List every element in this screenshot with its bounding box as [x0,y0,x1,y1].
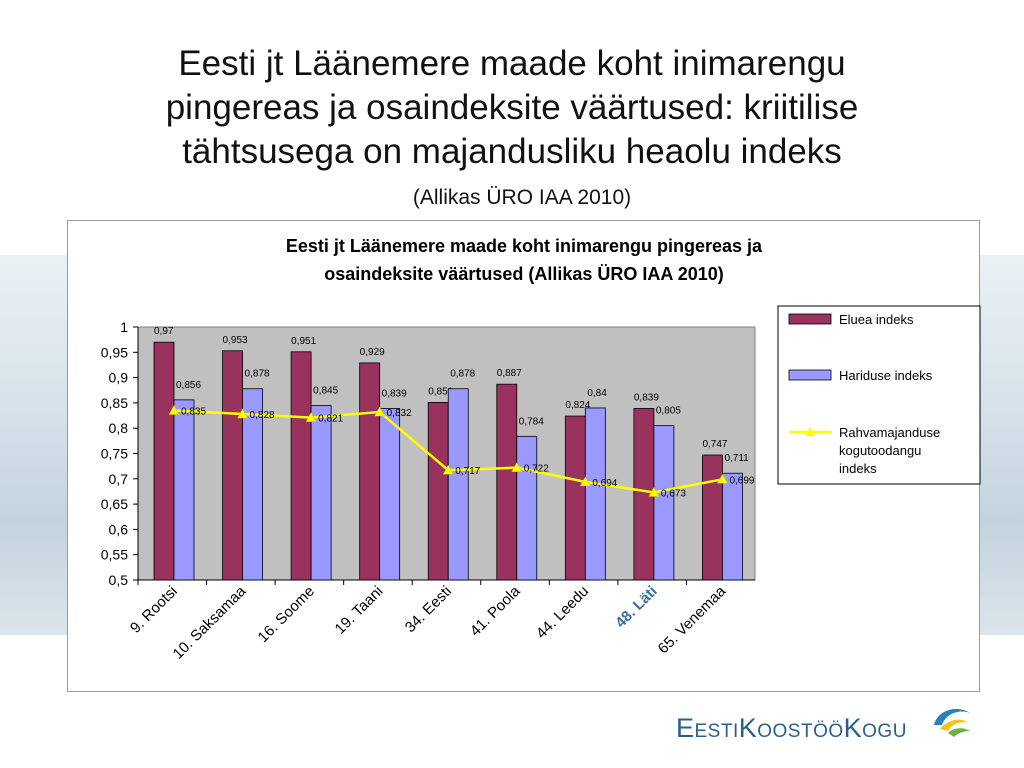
legend-label: Rahvamajanduse [839,425,940,440]
slide-title: Eesti jt Läänemere maade koht inimarengu… [0,42,1024,174]
chart-frame: Eesti jt Läänemere maade koht inimarengu… [67,220,981,692]
bar-data-label: 0,851 [428,386,453,397]
logo-text: EestiKoostööKogu [676,713,907,743]
chart-title-line: Eesti jt Läänemere maade koht inimarengu… [286,236,763,256]
line-marker [374,406,386,417]
bar-data-label: 0,824 [565,400,590,411]
x-category-label: 34. Eesti [402,583,455,636]
bar-eluea [702,454,723,581]
legend-label: Eluea indeks [839,312,914,327]
bar-hariduse [722,472,743,581]
legend-swatch [788,369,832,381]
bar-data-label: 0,887 [497,368,522,379]
bar-data-label: 0,856 [176,380,201,391]
bar-data-label: 0,711 [724,453,749,464]
slide-subtitle: (Allikas ÜRO IAA 2010) [412,186,632,209]
chart-title-line: osaindeksite väärtused (Allikas ÜRO IAA … [324,264,724,284]
line-data-label: 0,832 [387,408,412,419]
bar-hariduse [379,408,401,581]
line-marker [305,412,317,422]
bar-data-label: 0,951 [291,336,316,347]
x-category-label: 16. Soome [255,583,318,646]
chart-svg: Eesti jt Läänemere maade koht inimarengu… [101,236,981,663]
legend-label: Hariduse indeks [839,368,933,383]
line-data-label: 0,699 [729,475,754,486]
bar-eluea [153,341,175,581]
swirl-logo-icon [934,709,970,737]
bar-eluea [290,351,312,581]
bar-hariduse [584,407,606,581]
bar-hariduse [516,435,538,581]
line-marker [648,486,660,497]
y-tick-label: 0,75 [101,446,128,462]
line-marker [442,464,454,475]
bar-data-label: 0,839 [382,388,407,399]
bar-hariduse [447,388,469,581]
line-data-label: 0,722 [524,464,549,475]
y-tick-label: 0,7 [109,471,129,487]
bar-eluea [427,401,449,581]
legend-box [777,305,981,485]
bar-data-label: 0,84 [587,388,607,399]
line-marker [168,404,180,415]
line-data-label: 0,673 [661,488,686,499]
legend-label: kogutoodangu [839,443,921,458]
bar-eluea [564,415,586,581]
bar-eluea [222,350,243,581]
bar-data-label: 0,929 [360,347,385,358]
y-tick-label: 0,8 [109,420,129,436]
x-category-label: 65. Venemaa [655,582,730,657]
bar-data-label: 0,747 [702,439,727,450]
organization-logo: EestiKoostööKogu [676,703,976,748]
bar-data-label: 0,839 [634,392,659,403]
bar-hariduse [310,405,332,581]
line-data-label: 0,717 [455,466,480,477]
y-tick-label: 0,9 [109,370,129,386]
bar-data-label: 0,845 [313,385,338,396]
legend-line-marker [805,427,815,436]
slide-title-line: pingereas ja osaindeksite väärtused: kri… [165,88,859,127]
line-marker [511,462,523,472]
line-data-label: 0,828 [250,410,275,421]
x-category-label: 44. Leedu [533,583,592,642]
x-category-label: 41. Poola [467,582,524,639]
y-tick-label: 0,65 [101,496,128,512]
bar-data-label: 0,878 [245,369,270,380]
line-data-label: 0,694 [592,478,617,489]
legend-label: indeks [839,461,877,476]
bar-hariduse [173,399,195,581]
x-category-label: 19. Taani [332,583,387,638]
y-tick-label: 0,55 [101,547,128,563]
y-tick-label: 0,5 [109,572,129,588]
y-tick-label: 0,6 [109,521,129,537]
x-category-label: 10. Saksamaa [170,582,250,662]
line-data-label: 0,835 [181,406,206,417]
y-tick-label: 0,85 [101,395,128,411]
y-tick-label: 0,95 [101,344,128,360]
bar-eluea [496,383,518,581]
line-marker [717,473,728,484]
legend-swatch [788,313,832,325]
bar-data-label: 0,784 [519,416,544,427]
line-marker [237,408,248,419]
slide-title-line: Eesti jt Läänemere maade koht inimarengu [178,44,846,83]
x-category-label: 48. Läti [612,583,661,632]
bar-hariduse [242,388,263,581]
bar-data-label: 0,805 [656,406,681,417]
bar-data-label: 0,878 [450,369,475,380]
x-category-label: 9. Rootsi [127,583,181,637]
bar-data-label: 0,97 [154,326,174,337]
bar-data-label: 0,953 [223,335,248,346]
y-tick-label: 1 [120,319,128,335]
bar-eluea [359,362,381,581]
bar-hariduse [653,425,675,581]
slide-title-line: tähtsusega on majandusliku heaolu indeks [182,132,842,171]
line-marker [579,476,591,487]
line-data-label: 0,821 [318,414,343,425]
